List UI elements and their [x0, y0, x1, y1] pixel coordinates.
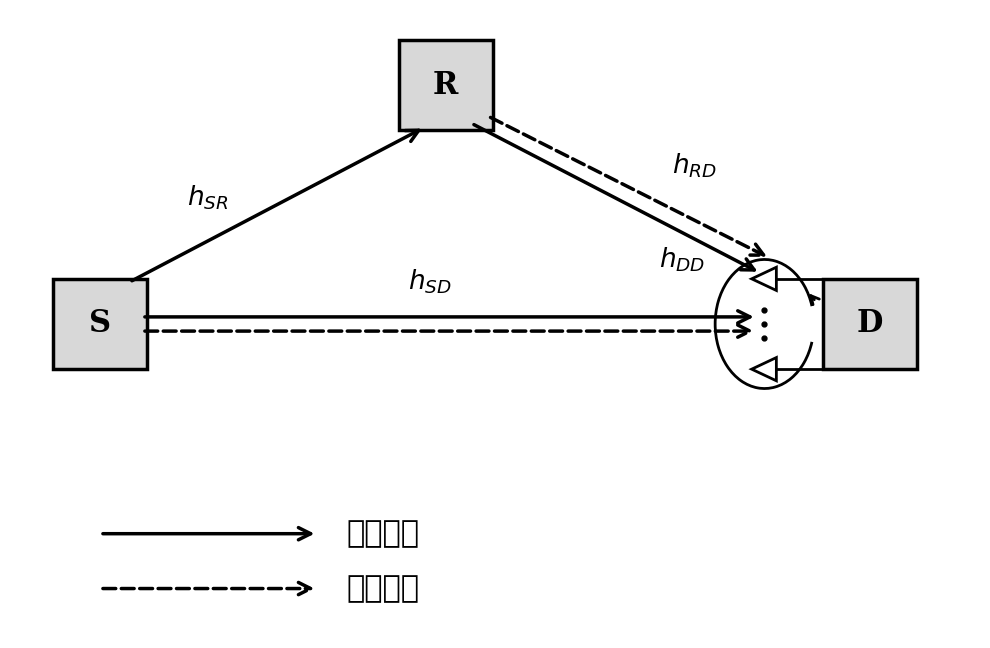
Text: $h_{DD}$: $h_{DD}$ [659, 245, 706, 273]
Text: D: D [857, 308, 883, 340]
Text: $h_{SD}$: $h_{SD}$ [408, 267, 451, 295]
Text: $h_{SR}$: $h_{SR}$ [187, 184, 229, 213]
FancyBboxPatch shape [399, 40, 493, 130]
Text: 第一时隙: 第一时隙 [346, 519, 420, 548]
Text: 第二时隙: 第二时隙 [346, 574, 420, 603]
Text: S: S [89, 308, 111, 340]
FancyBboxPatch shape [53, 279, 147, 369]
Text: R: R [433, 70, 458, 101]
Text: $h_{RD}$: $h_{RD}$ [672, 152, 717, 180]
FancyBboxPatch shape [824, 279, 917, 369]
